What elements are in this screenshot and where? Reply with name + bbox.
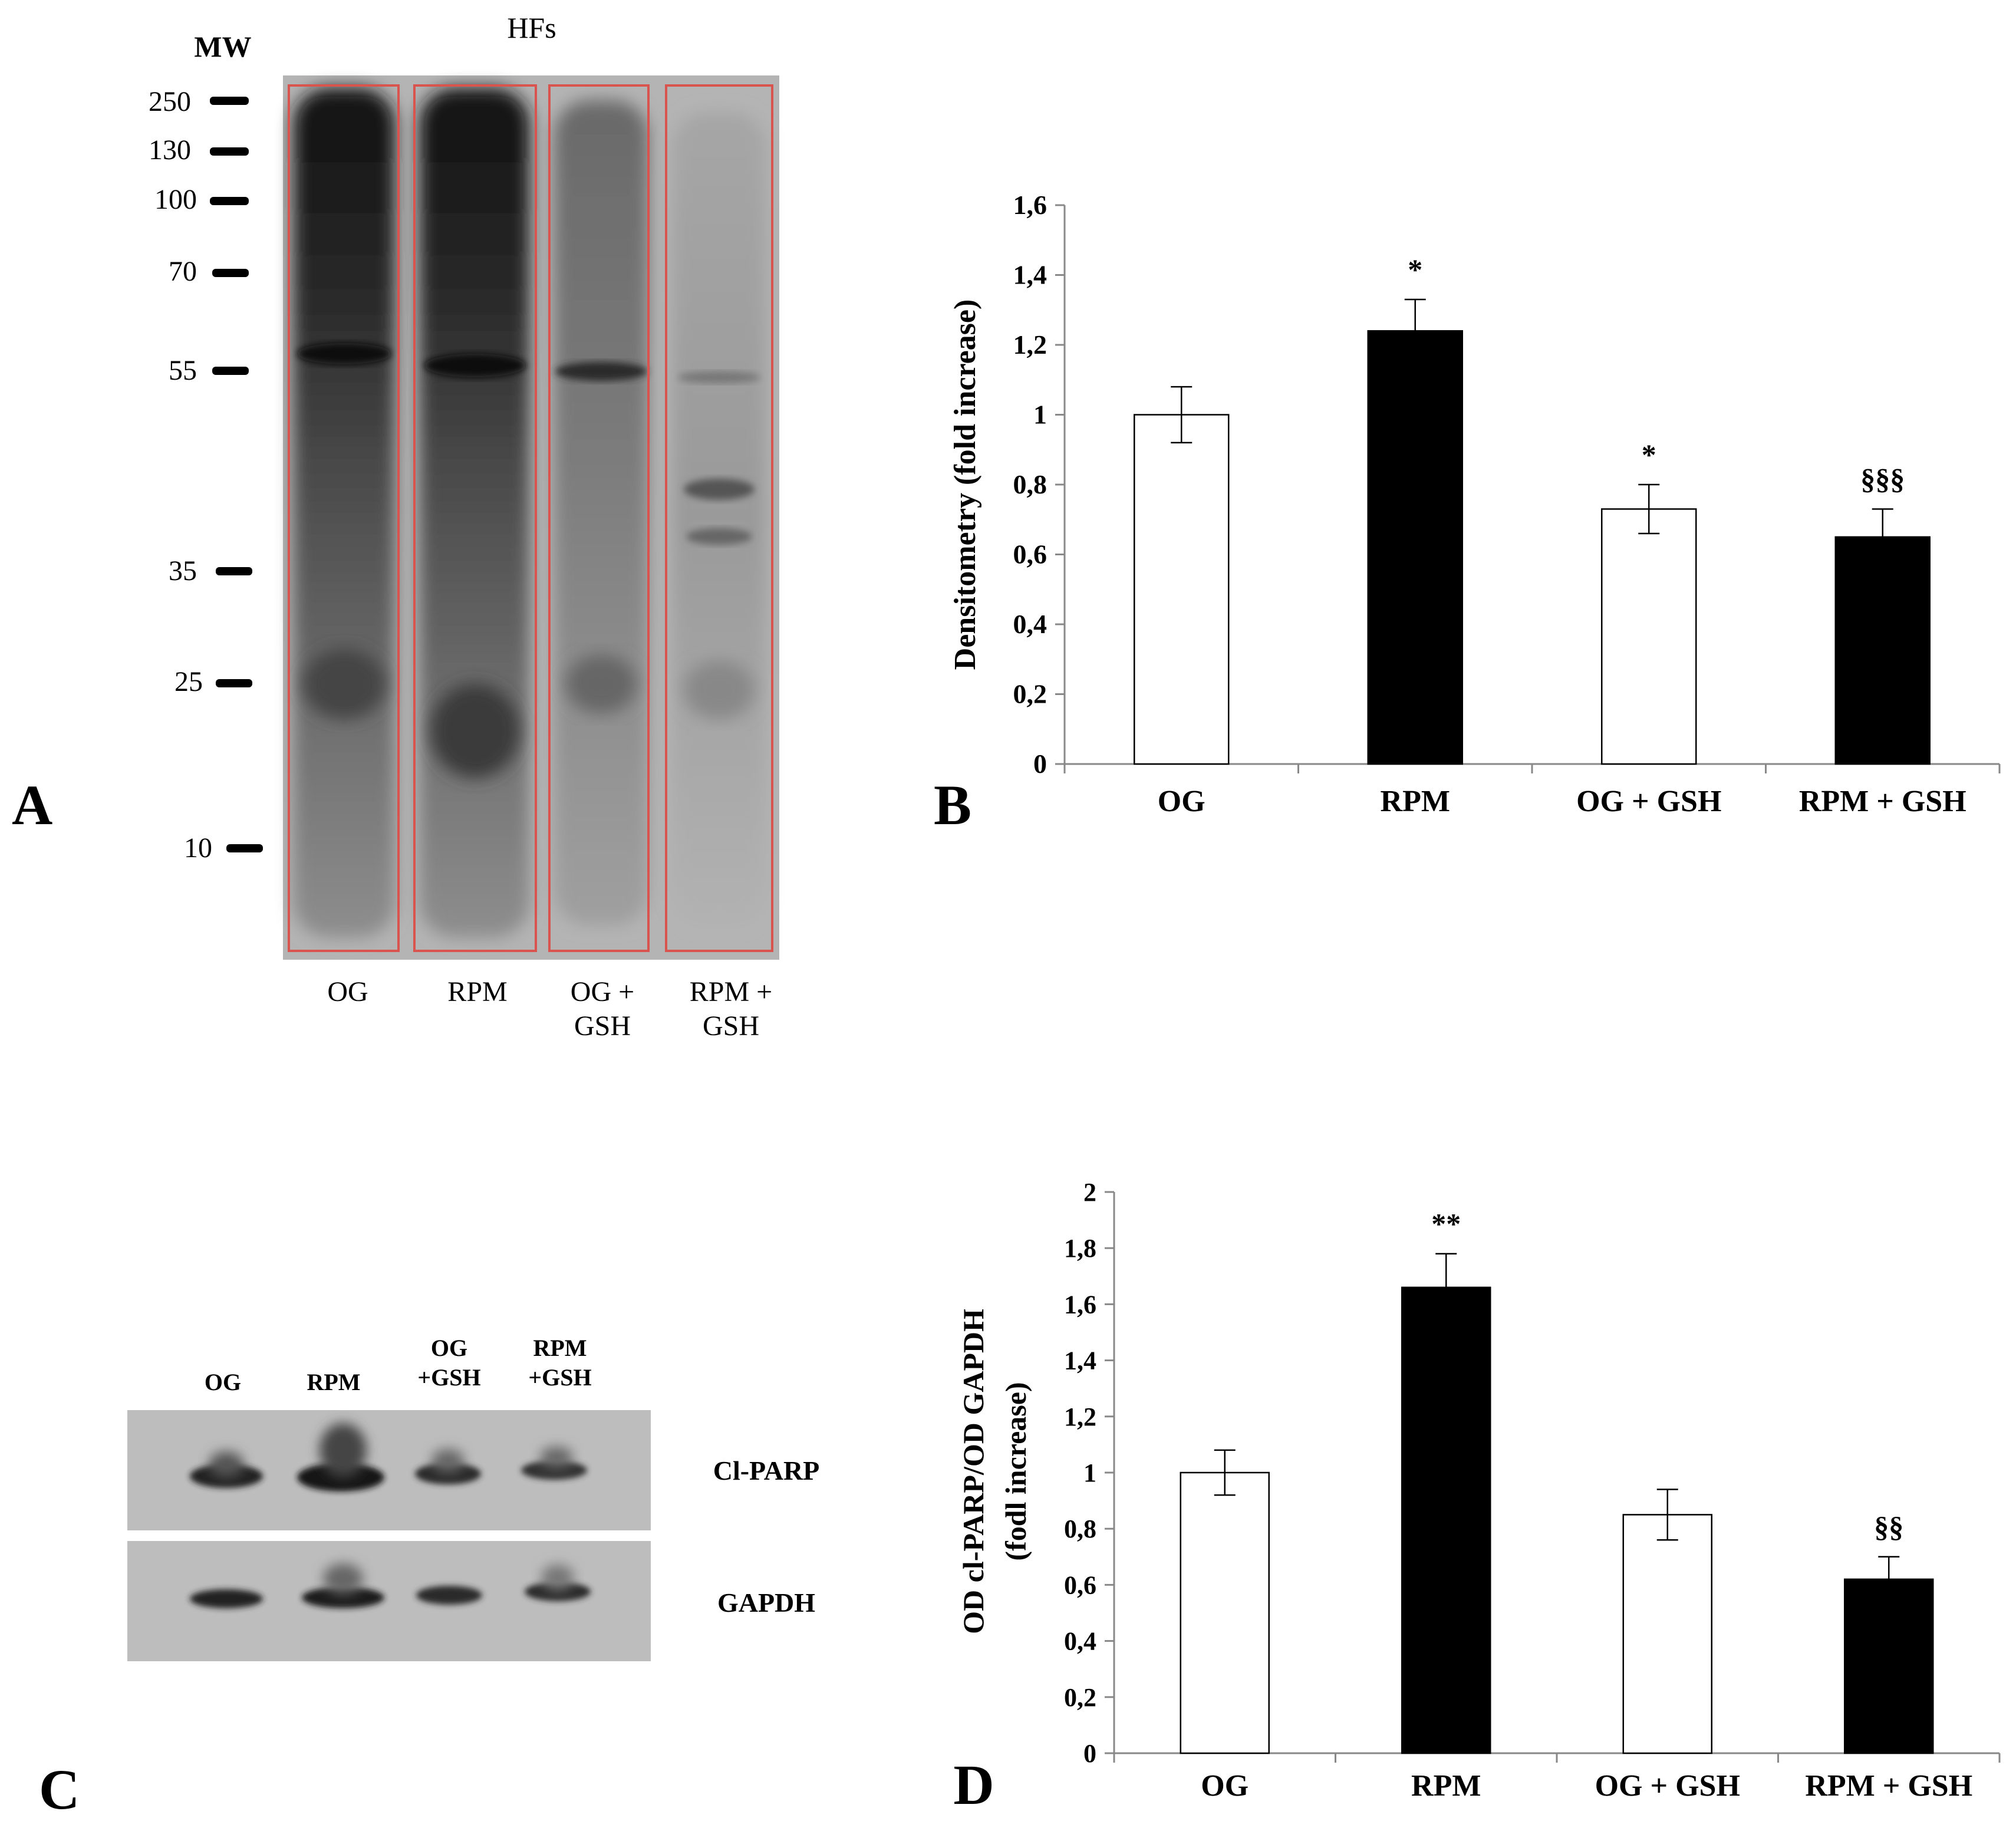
y-tick-label: 1 [1083,1458,1096,1487]
lane-label: OG [431,1335,467,1361]
x-category-label: RPM [1381,785,1450,818]
hfs-label: HFs [507,11,556,44]
y-tick-label: 2 [1083,1178,1096,1207]
bar [1601,508,1697,765]
y-tick-label: 0,8 [1064,1514,1096,1543]
lane-label: GSH [703,1010,759,1042]
bar [1622,1514,1712,1754]
x-category-label: OG + GSH [1576,785,1721,818]
panel-c-letter: C [39,1758,80,1821]
x-category-label: OG [1201,1769,1249,1803]
lane-boxes [288,84,773,952]
panel-a-lane-labels: OG RPM OG + GSH RPM + GSH [327,976,772,1042]
panel-b-chart: 0 0,2 0,4 0,6 0,8 1 1,2 1,4 1,6 OG * RPM * OG + GSH §§… [934,190,2001,837]
y-tick-label: 1,2 [1013,330,1047,360]
mw-markers: 250 130 100 70 55 35 25 10 [149,86,263,864]
panel-a-letter: A [12,773,53,837]
lane-label: RPM + [690,976,772,1007]
panel-d-letter: D [953,1753,994,1816]
y-tick-label: 0 [1083,1739,1096,1768]
lane-label: OG [327,976,368,1007]
significance-label: * [1642,438,1656,471]
lane-label: +GSH [417,1364,480,1391]
blot-label-cl-parp: Cl-PARP [713,1456,820,1486]
mw-marker-label: 70 [169,256,197,287]
panel-a: MW HFs 250 130 100 70 55 35 25 10 [149,11,779,1042]
y-tick-label: 0,4 [1013,609,1047,639]
y-tick-label: 1,4 [1013,260,1047,290]
lane-label: RPM [447,976,507,1007]
significance-label: * [1408,253,1422,286]
y-tick-label: 1 [1033,400,1047,430]
y-tick-label: 0 [1033,749,1047,779]
lane-label: +GSH [528,1364,591,1391]
x-category-label: OG [1158,785,1205,818]
bar [1844,1578,1934,1754]
y-tick-label: 0,4 [1064,1627,1096,1656]
y-tick-label: 0,8 [1013,469,1047,499]
bar [1367,330,1463,765]
bar [1134,414,1230,765]
lane-label: OG [205,1369,241,1395]
x-category-label: OG + GSH [1595,1769,1740,1803]
significance-label: ** [1431,1207,1461,1240]
y-tick-label: 1,6 [1064,1290,1096,1319]
mw-marker-label: 55 [169,355,197,386]
y-tick-label: 1,8 [1064,1234,1096,1263]
mw-marker-tick [226,844,263,852]
lane-label: RPM [307,1369,360,1395]
mw-marker-label: 100 [154,184,197,215]
panel-b-letter: B [934,773,971,837]
y-tick-label: 1,4 [1064,1346,1096,1375]
mw-marker-tick [212,367,249,375]
lane-label: RPM [533,1335,587,1361]
bar [1401,1286,1491,1754]
mw-marker-label: 25 [174,666,203,697]
x-category-label: RPM + GSH [1799,785,1966,818]
bar [1180,1471,1270,1754]
y-tick-label: 0,2 [1064,1683,1096,1712]
mw-marker-tick [216,567,252,575]
mw-marker-tick [210,147,249,156]
y-axis-title: Densitometry (fold increase) [948,299,982,670]
x-category-label: RPM [1411,1769,1481,1803]
blot-lane-smears [294,88,766,937]
mw-marker-tick [210,97,249,105]
mw-marker-label: 250 [149,86,191,117]
significance-label: §§ [1874,1510,1903,1543]
lane-label: OG + [571,976,634,1007]
mw-marker-label: 35 [169,555,197,587]
y-axis-title-line2: (fodl increase) [999,1382,1032,1560]
mw-marker-label: 10 [184,832,212,864]
panel-c: OG RPM OG +GSH RPM +GSH Cl-PARP GAPDH [127,1335,820,1661]
y-tick-label: 1,2 [1064,1402,1096,1431]
blot-label-gapdh: GAPDH [717,1588,815,1618]
y-axis-title-line1: OD cl-PARP/OD GAPDH [957,1309,990,1634]
y-tick-label: 0,2 [1013,679,1047,709]
panel-c-lane-labels: OG RPM OG +GSH RPM +GSH [205,1335,592,1395]
x-category-label: RPM + GSH [1805,1769,1972,1803]
lane-label: GSH [574,1010,631,1042]
mw-marker-tick [216,679,252,687]
mw-label: MW [194,30,251,63]
mw-marker-tick [210,197,249,205]
mw-marker-label: 130 [149,134,191,166]
significance-label: §§§ [1860,462,1905,495]
mw-marker-tick [212,269,249,277]
y-tick-label: 0,6 [1013,539,1047,569]
y-tick-label: 0,6 [1064,1570,1096,1599]
y-tick-label: 1,6 [1013,190,1047,220]
blot-bands [190,1423,591,1608]
bar [1834,536,1931,765]
